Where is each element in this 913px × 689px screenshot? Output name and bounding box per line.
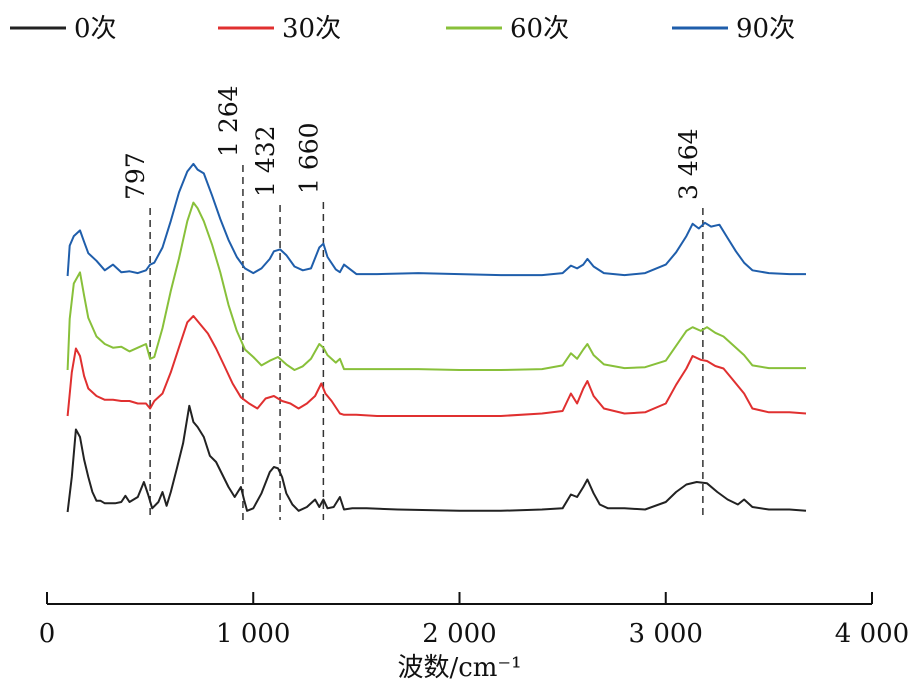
- peak-marker-label-0: 797: [121, 152, 150, 200]
- x-axis: 0 1 000 2 000 3 000 4 000 波数/cm⁻¹: [39, 592, 909, 683]
- series-line-1: [66, 315, 807, 417]
- peak-marker-label-2: 1 432: [251, 125, 280, 197]
- x-tick-label-3: 3 000: [629, 619, 703, 649]
- x-axis-title: 波数/cm⁻¹: [397, 653, 521, 683]
- peak-marker-label-4: 3 464: [674, 128, 703, 200]
- legend-label-3: 90次: [736, 14, 795, 44]
- series-line-0: [66, 404, 807, 513]
- legend: 0次 30次 60次 90次: [10, 14, 795, 44]
- legend-label-0: 0次: [74, 14, 117, 44]
- legend-label-2: 60次: [510, 14, 569, 44]
- series-lines: [66, 162, 807, 513]
- legend-label-1: 30次: [282, 14, 341, 44]
- series-line-3: [66, 162, 806, 277]
- peak-marker-label-1: 1 264: [214, 85, 243, 157]
- x-tick-label-0: 0: [39, 619, 56, 649]
- peak-markers: 797 1 264 1 432 1 660 3 464: [121, 85, 704, 520]
- peak-marker-label-3: 1 660: [294, 122, 323, 194]
- x-tick-label-4: 4 000: [835, 619, 909, 649]
- x-tick-label-1: 1 000: [216, 619, 290, 649]
- series-line-2: [66, 201, 806, 371]
- x-tick-label-2: 2 000: [422, 619, 496, 649]
